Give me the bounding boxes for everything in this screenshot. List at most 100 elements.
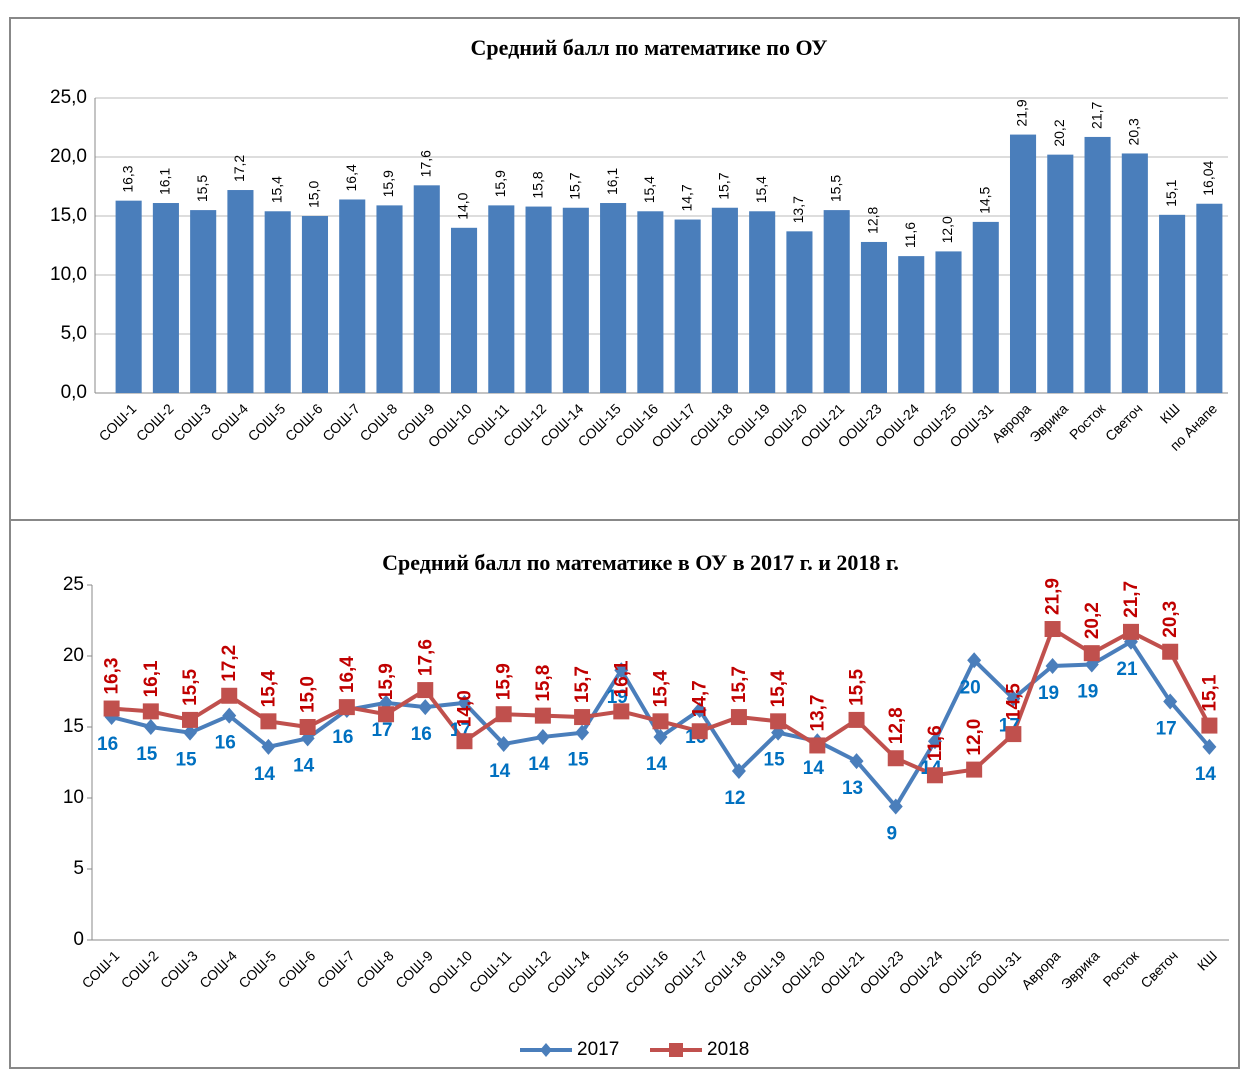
- bar: [190, 210, 217, 393]
- data-label: 15,8: [533, 665, 554, 702]
- bar: [1121, 153, 1148, 393]
- marker: [692, 701, 707, 718]
- data-label: 15,4: [651, 670, 672, 707]
- marker: [575, 724, 590, 741]
- data-label: 14,7: [690, 680, 711, 717]
- data-label: 16: [332, 727, 353, 748]
- marker: [535, 728, 550, 745]
- marker: [652, 713, 669, 730]
- legend-marker: [540, 1043, 552, 1057]
- bar: [1047, 154, 1074, 393]
- data-label: 12,0: [964, 719, 985, 756]
- y-tick-label: 0: [73, 929, 84, 950]
- data-label: 14: [803, 758, 825, 779]
- data-label: 13,7: [790, 196, 806, 223]
- data-label: 12: [724, 788, 745, 809]
- marker: [731, 763, 746, 780]
- marker: [261, 738, 276, 755]
- data-label: 15: [136, 744, 158, 765]
- data-label: 14: [646, 754, 668, 775]
- y-tick-label: 25,0: [50, 87, 87, 108]
- data-label: 16,1: [141, 660, 162, 697]
- data-label: 15,0: [306, 181, 322, 208]
- marker: [849, 753, 864, 770]
- data-label: 15,7: [716, 172, 732, 199]
- bar: [227, 190, 254, 393]
- bar: [1009, 134, 1037, 393]
- data-label: 15,5: [847, 668, 868, 705]
- data-label: 16,1: [611, 660, 632, 697]
- marker: [613, 703, 630, 720]
- marker: [653, 728, 668, 745]
- marker: [143, 719, 158, 735]
- data-label: 15,0: [298, 676, 319, 713]
- marker: [221, 687, 238, 704]
- data-label: 15,9: [494, 663, 515, 700]
- bar: [488, 205, 515, 393]
- chart-title: Средний балл по математике по ОУ: [471, 35, 828, 60]
- marker: [926, 767, 943, 784]
- data-label: 14: [254, 764, 276, 785]
- data-label: 15,4: [641, 176, 657, 203]
- data-label: 15,5: [827, 175, 843, 202]
- data-label: 15,4: [768, 670, 789, 707]
- bar: [711, 207, 738, 393]
- data-label: 16,1: [604, 168, 620, 195]
- marker: [848, 711, 865, 728]
- data-label: 15,5: [194, 175, 210, 202]
- data-label: 15,1: [1163, 179, 1179, 206]
- data-label: 19: [1038, 683, 1059, 704]
- data-label: 16,4: [343, 164, 359, 191]
- data-label: 17,6: [417, 150, 433, 177]
- data-label: 20,2: [1051, 119, 1067, 146]
- data-label: 14: [528, 754, 550, 775]
- data-label: 16: [215, 733, 236, 754]
- data-label: 14: [489, 761, 511, 782]
- data-label: 15: [175, 750, 197, 771]
- data-label: 14: [293, 755, 315, 776]
- marker: [888, 798, 903, 815]
- marker: [809, 737, 826, 754]
- data-label: 20,2: [1082, 602, 1103, 639]
- data-label: 15,7: [567, 172, 583, 199]
- marker: [534, 707, 551, 724]
- bar: [301, 216, 329, 393]
- data-label: 21: [1116, 659, 1138, 680]
- y-tick-label: 15: [63, 716, 84, 737]
- marker: [378, 706, 395, 723]
- data-label: 15,7: [729, 666, 750, 703]
- data-label: 19: [1077, 682, 1098, 703]
- data-label: 11,6: [902, 222, 918, 248]
- bar: [339, 199, 366, 393]
- data-label: 15,4: [753, 176, 769, 203]
- data-label: 15,1: [1199, 674, 1220, 711]
- data-label: 12,0: [939, 216, 955, 243]
- data-label: 17,2: [219, 645, 240, 682]
- marker: [1163, 693, 1178, 710]
- data-label: 15,4: [268, 176, 284, 203]
- bar: [674, 219, 701, 393]
- data-label: 17,2: [231, 155, 247, 182]
- data-label: 15: [764, 750, 786, 771]
- bar: [115, 200, 142, 393]
- data-label: 14: [1195, 764, 1217, 785]
- data-label: 14,7: [678, 184, 694, 211]
- data-label: 17: [1156, 718, 1177, 739]
- marker: [927, 733, 942, 750]
- data-label: 16,1: [157, 168, 173, 195]
- data-label: 16,3: [102, 658, 123, 695]
- data-label: 16,4: [337, 656, 358, 693]
- marker: [456, 733, 473, 750]
- bar: [823, 210, 850, 393]
- marker: [183, 724, 198, 741]
- y-tick-label: 0,0: [61, 382, 87, 403]
- bar: [600, 203, 627, 393]
- marker: [770, 713, 787, 730]
- marker: [457, 694, 472, 711]
- bar: [413, 185, 440, 393]
- bar: [562, 207, 589, 393]
- bar: [376, 205, 403, 393]
- data-label: 16,3: [119, 165, 135, 192]
- marker: [967, 652, 982, 669]
- data-label: 15,5: [180, 668, 201, 705]
